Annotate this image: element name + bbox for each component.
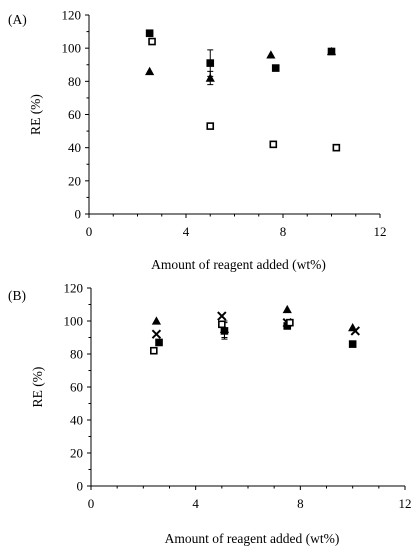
data-point-filled-square xyxy=(271,64,280,72)
y-tick-label: 120 xyxy=(64,281,84,296)
data-point-cross xyxy=(350,326,360,336)
x-tick-label: 4 xyxy=(183,224,190,239)
data-point-filled-triangle xyxy=(151,316,162,325)
data-point-cross xyxy=(217,311,227,321)
panel-label: (B) xyxy=(8,288,26,303)
data-point-filled-square xyxy=(348,340,357,348)
data-point-open-square xyxy=(206,122,215,130)
y-tick-label: 60 xyxy=(68,107,81,122)
y-tick-label: 0 xyxy=(77,479,84,494)
y-tick-label: 80 xyxy=(68,74,81,89)
y-tick-label: 40 xyxy=(68,140,81,155)
series-filled-triangle xyxy=(145,46,337,82)
x-tick-label: 8 xyxy=(297,496,304,511)
data-point-open-square xyxy=(218,320,226,329)
y-tick-label: 120 xyxy=(62,8,82,23)
data-point-cross xyxy=(151,329,162,339)
data-point-filled-triangle xyxy=(219,324,230,333)
x-axis-title: Amount of reagent added (wt%) xyxy=(165,531,340,546)
y-axis-title: RE (%) xyxy=(30,367,45,408)
series-filled-triangle xyxy=(151,304,358,333)
series-open-square xyxy=(148,37,341,152)
y-tick-label: 20 xyxy=(70,446,83,461)
data-point-open-square xyxy=(332,143,341,152)
x-tick-label: 0 xyxy=(86,224,93,239)
x-tick-label: 12 xyxy=(374,224,387,239)
data-point-filled-triangle xyxy=(266,50,276,59)
y-tick-label: 40 xyxy=(70,413,83,428)
data-point-open-square xyxy=(286,318,294,327)
y-tick-label: 100 xyxy=(64,314,84,329)
series-open-square xyxy=(150,318,294,355)
data-point-filled-triangle xyxy=(145,66,155,76)
data-point-filled-triangle xyxy=(326,46,337,56)
data-point-filled-square xyxy=(145,29,154,38)
series-cross xyxy=(151,311,360,339)
chart-panel-a: (A) 0 20 40 60 80 100 120 0 4 8 12 Amount of reagent… xyxy=(8,8,387,273)
y-tick-label: 60 xyxy=(70,380,83,395)
data-point-open-square xyxy=(269,140,278,149)
data-point-open-square xyxy=(150,346,158,355)
panel-label: (A) xyxy=(8,12,27,27)
data-point-filled-triangle xyxy=(205,73,215,82)
series-filled-square xyxy=(145,29,336,72)
y-tick-label: 20 xyxy=(68,173,81,188)
x-tick-label: 0 xyxy=(88,496,95,511)
series-filled-square xyxy=(155,322,357,348)
x-tick-label: 8 xyxy=(280,224,287,239)
data-point-filled-square xyxy=(206,59,215,67)
y-axis-title: RE (%) xyxy=(28,94,43,135)
x-axis-title: Amount of reagent added (wt%) xyxy=(151,257,326,272)
data-point-filled-triangle xyxy=(282,304,292,314)
x-tick-label: 12 xyxy=(399,496,412,511)
x-tick-label: 4 xyxy=(192,496,199,511)
y-tick-label: 80 xyxy=(70,347,83,362)
y-tick-label: 0 xyxy=(75,207,82,222)
chart-panel-b: (B) 0 20 40 60 80 100 120 0 4 8 12 Amount of reagent… xyxy=(8,281,412,547)
data-point-filled-square xyxy=(155,338,163,347)
data-point-open-square xyxy=(148,37,156,46)
y-tick-label: 100 xyxy=(62,41,82,56)
